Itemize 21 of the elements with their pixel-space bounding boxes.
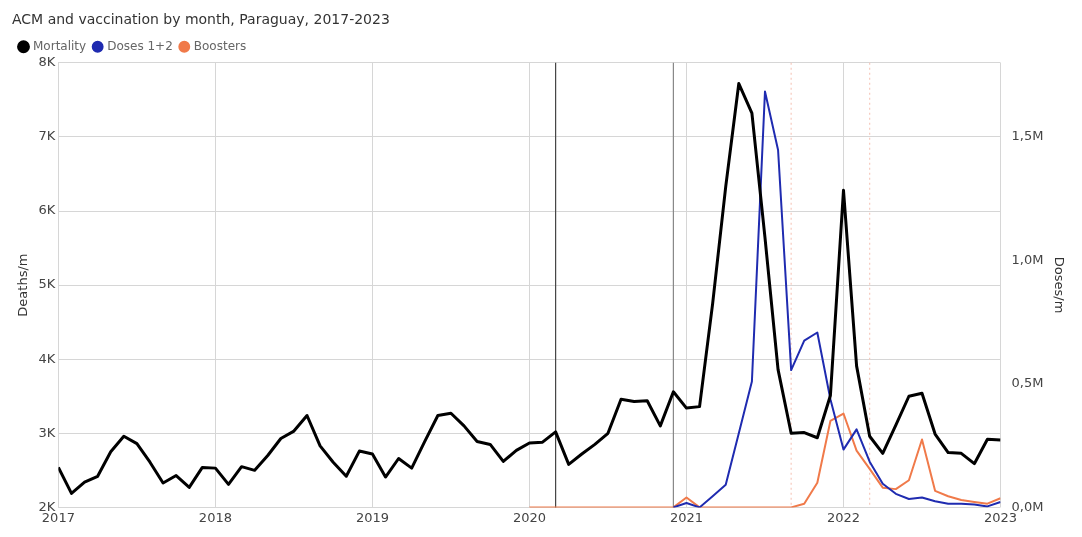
- legend-label: Doses 1+2: [107, 38, 173, 53]
- y2-tick-label: 1,0M: [1011, 251, 1044, 267]
- legend-label: Boosters: [193, 38, 247, 53]
- y-tick-label: 4K: [38, 350, 56, 366]
- y-axis-title: Deaths/m: [15, 253, 31, 317]
- y2-tick-label: 0,0M: [1011, 498, 1044, 514]
- x-tick-label: 2020: [512, 509, 546, 525]
- y-tick-label: 5K: [38, 276, 56, 292]
- chart-title: ACM and vaccination by month, Paraguay, 2017-2023: [12, 11, 390, 28]
- x-tick-label: 2018: [198, 509, 232, 525]
- y-tick-label: 8K: [38, 54, 56, 70]
- y-tick-label: 6K: [38, 202, 56, 218]
- x-tick-label: 2019: [355, 509, 389, 525]
- x-tick-label: 2021: [669, 509, 704, 525]
- legend-label: Mortality: [33, 38, 87, 53]
- y2-axis-title: Doses/m: [1051, 256, 1067, 314]
- y2-tick-label: 1,5M: [1011, 128, 1044, 144]
- y-tick-label: 7K: [38, 128, 56, 144]
- y-tick-label: 3K: [38, 424, 56, 440]
- x-tick-label: 2022: [826, 509, 861, 525]
- y2-tick-label: 0,5M: [1011, 375, 1044, 391]
